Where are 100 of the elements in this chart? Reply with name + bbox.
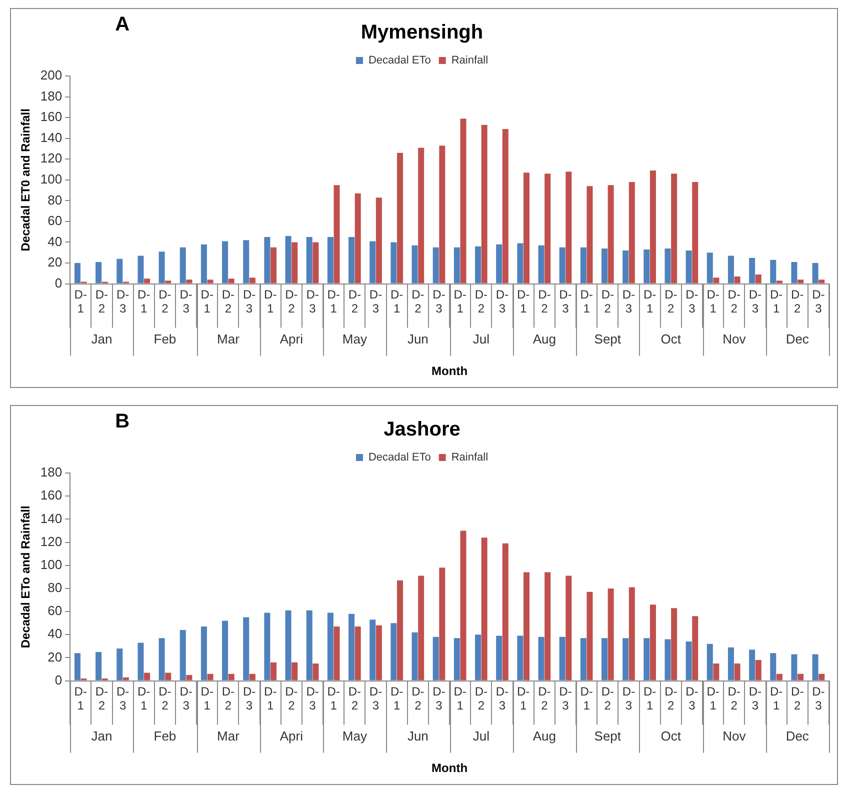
- x-tick-label: D-2: [348, 287, 362, 316]
- x-tick-label: D-2: [222, 684, 235, 713]
- bar: [713, 278, 720, 284]
- bar: [144, 278, 150, 284]
- x-tick-label: D-2: [222, 287, 235, 316]
- bar: [502, 128, 508, 284]
- bar: [523, 172, 530, 284]
- x-tick-label: D-1: [390, 684, 404, 713]
- y-tick-label: 160: [40, 488, 62, 503]
- x-tick-label: D-1: [516, 287, 530, 316]
- x-tick-label: D-2: [474, 287, 488, 316]
- x-tick-label: D-3: [369, 684, 382, 713]
- text: B: [115, 410, 130, 433]
- x-tick-label: D-2: [158, 287, 172, 316]
- bar: [228, 278, 234, 284]
- bar: [138, 256, 144, 284]
- bar: [200, 626, 207, 680]
- bar: [292, 662, 298, 680]
- x-tick-label: D-1: [327, 287, 340, 316]
- y-tick-label: 60: [48, 603, 62, 618]
- x-tick-label: D-1: [454, 684, 466, 713]
- legend-label: Rainfall: [451, 54, 488, 67]
- x-tick-label: D-2: [158, 684, 172, 713]
- bar: [74, 263, 80, 284]
- bar: [370, 241, 376, 284]
- text: Jul: [472, 331, 490, 346]
- y-axis-title: Decadal ETo and Rainfall: [18, 506, 33, 648]
- bar: [475, 634, 482, 680]
- x-tick-label: D-3: [686, 287, 698, 316]
- bar: [348, 237, 355, 284]
- bar: [285, 610, 292, 680]
- text: Oct: [660, 728, 682, 744]
- bar: [650, 604, 656, 680]
- bar: [818, 674, 825, 680]
- bar: [650, 170, 656, 284]
- x-tick-label: D-1: [138, 684, 150, 713]
- x-tick-label: D-3: [306, 287, 319, 316]
- bar: [390, 242, 397, 284]
- bar: [749, 650, 756, 680]
- text: Jan: [91, 331, 112, 346]
- text: Aug: [532, 728, 556, 744]
- y-tick-label: 140: [40, 130, 62, 145]
- x-tick-label: D-3: [559, 287, 572, 316]
- x-tick-label: D-2: [412, 684, 424, 713]
- bar: [566, 172, 572, 284]
- bar: [138, 642, 144, 680]
- bar: [644, 250, 650, 284]
- bar: [432, 636, 439, 680]
- text: Mar: [217, 331, 240, 346]
- y-tick-label: 120: [40, 150, 62, 166]
- x-tick-label: D-1: [390, 287, 404, 316]
- bar: [397, 580, 404, 680]
- bar: [376, 625, 382, 680]
- y-tick-label: 180: [40, 464, 62, 480]
- text: Sept: [594, 728, 622, 744]
- bar: [713, 663, 720, 680]
- x-tick-label: D-1: [643, 287, 656, 316]
- x-tick-label: D-3: [369, 287, 382, 316]
- text: Nov: [722, 728, 746, 744]
- bar: [270, 662, 277, 680]
- bar: [376, 198, 382, 284]
- x-tick-label: D-2: [95, 684, 108, 713]
- x-tick-label: D-2: [474, 684, 488, 713]
- bar: [285, 236, 292, 284]
- bar: [644, 638, 650, 680]
- bar: [586, 592, 593, 680]
- bar: [770, 653, 776, 680]
- bar: [523, 572, 530, 680]
- bar: [74, 653, 80, 680]
- x-tick-label: D-3: [559, 684, 572, 713]
- bar: [517, 243, 524, 284]
- bar: [770, 260, 776, 284]
- y-tick-label: 120: [40, 534, 62, 549]
- bar: [580, 638, 586, 680]
- x-tick-label: D-1: [643, 684, 656, 713]
- bar: [818, 280, 825, 284]
- y-tick-label: 100: [40, 171, 62, 186]
- x-tick-label: D-3: [180, 287, 192, 316]
- bar: [686, 642, 692, 680]
- bar: [580, 247, 586, 284]
- y-tick-label: 20: [48, 254, 62, 270]
- bar: [264, 612, 270, 680]
- bar: [496, 636, 502, 680]
- x-tick-label: D-3: [432, 287, 446, 316]
- bar: [734, 663, 740, 680]
- bar: [390, 623, 397, 680]
- bar: [418, 148, 424, 284]
- text: Feb: [154, 331, 176, 346]
- bar: [671, 608, 678, 680]
- bar: [502, 543, 508, 680]
- y-tick-label: 0: [54, 275, 62, 290]
- bar: [116, 258, 123, 284]
- x-tick-label: D-3: [242, 287, 256, 316]
- bar: [812, 654, 818, 680]
- bar: [566, 576, 572, 680]
- bar: [692, 616, 698, 680]
- legend-label: Decadal ETo: [368, 452, 431, 464]
- x-tick-label: D-1: [580, 287, 593, 316]
- y-tick-label: 180: [40, 88, 62, 104]
- bar: [686, 250, 692, 284]
